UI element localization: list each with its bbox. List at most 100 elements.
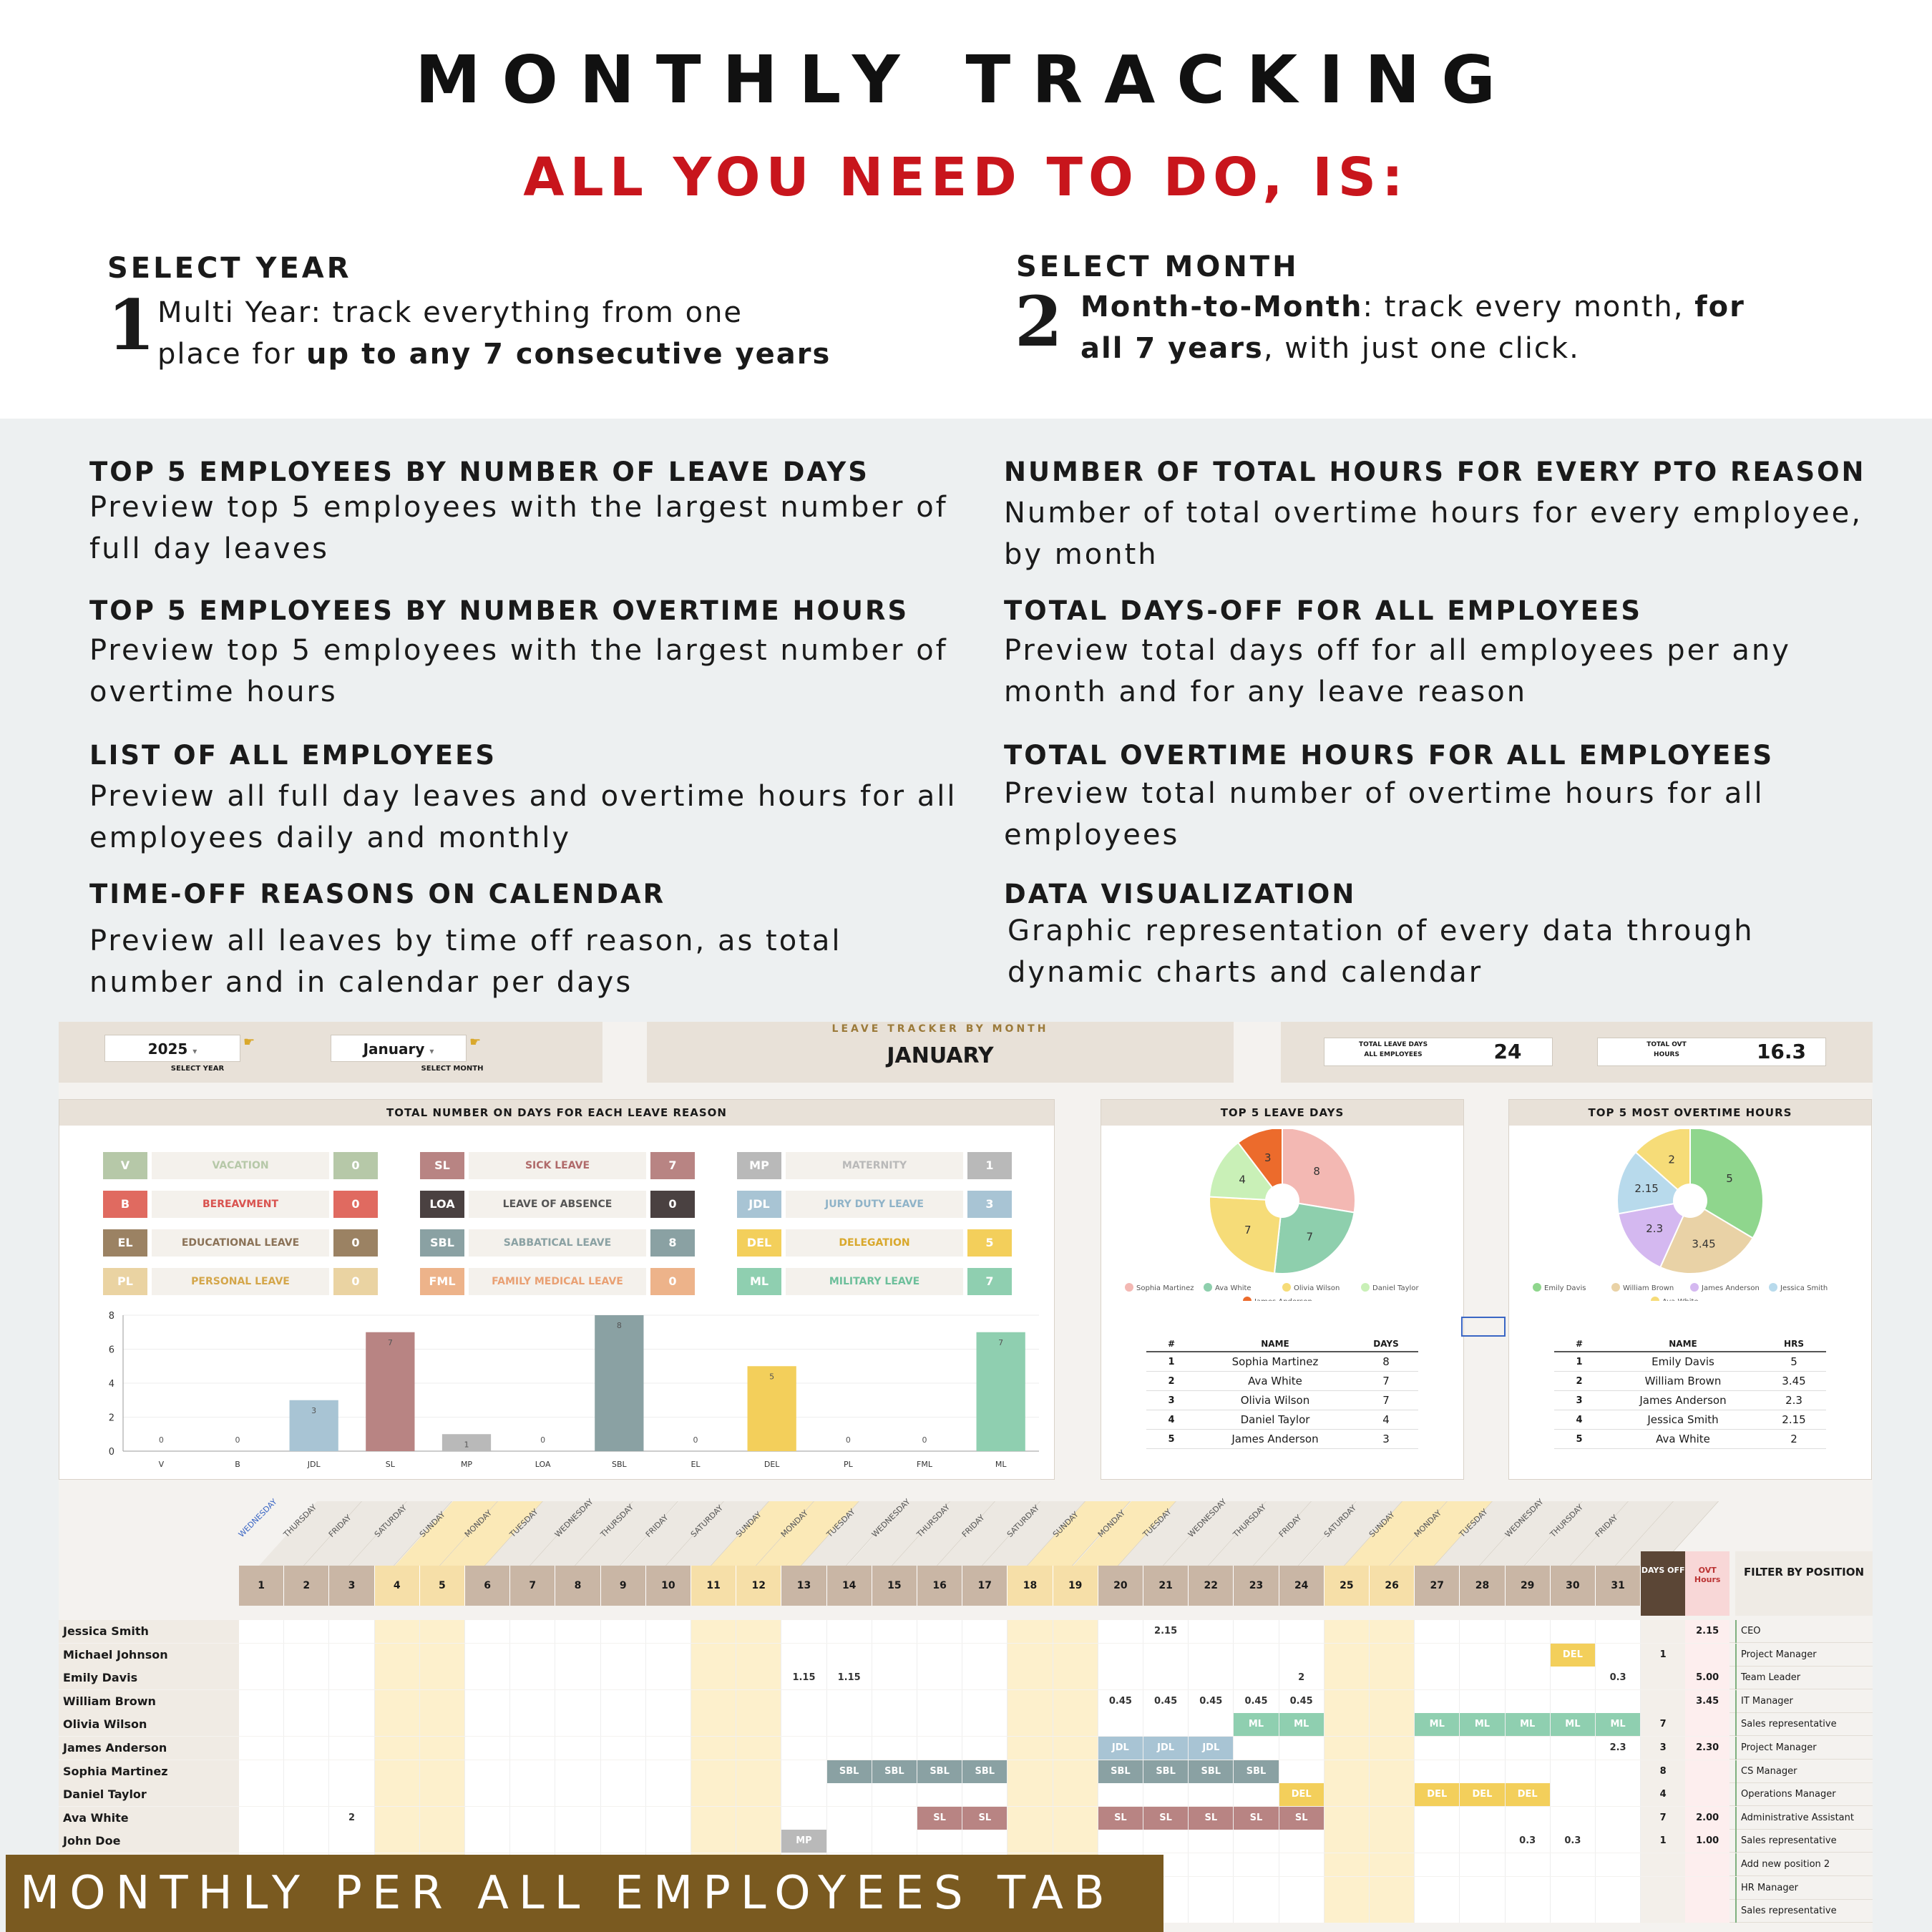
day-cell[interactable] — [510, 1783, 556, 1807]
day-cell[interactable]: ML — [1279, 1713, 1324, 1737]
day-cell[interactable] — [872, 1806, 917, 1830]
day-cell[interactable] — [1550, 1737, 1596, 1760]
day-cell[interactable] — [1324, 1713, 1370, 1737]
day-cell[interactable] — [1460, 1900, 1506, 1923]
day-cell[interactable] — [1098, 1643, 1143, 1667]
day-cell[interactable] — [1596, 1900, 1641, 1923]
day-cell[interactable] — [1098, 1783, 1143, 1807]
day-cell[interactable] — [1324, 1876, 1370, 1900]
day-cell[interactable]: JDL — [1098, 1737, 1143, 1760]
day-cell[interactable] — [1596, 1876, 1641, 1900]
day-cell[interactable] — [872, 1830, 917, 1853]
day-cell[interactable] — [1415, 1806, 1460, 1830]
day-cell[interactable] — [736, 1760, 782, 1783]
day-cell[interactable] — [329, 1620, 375, 1643]
day-cell[interactable] — [1596, 1689, 1641, 1713]
day-cell[interactable] — [555, 1783, 601, 1807]
day-cell[interactable] — [1098, 1830, 1143, 1853]
day-cell[interactable] — [826, 1830, 872, 1853]
day-cell[interactable] — [872, 1783, 917, 1807]
day-cell[interactable] — [600, 1737, 646, 1760]
day-cell[interactable] — [1505, 1689, 1551, 1713]
day-cell[interactable] — [1234, 1737, 1279, 1760]
day-cell[interactable] — [1143, 1713, 1189, 1737]
day-cell[interactable] — [465, 1760, 511, 1783]
day-cell[interactable] — [284, 1689, 330, 1713]
day-cell[interactable] — [1008, 1689, 1053, 1713]
day-cell[interactable] — [1234, 1830, 1279, 1853]
day-cell[interactable]: SBL — [826, 1760, 872, 1783]
day-cell[interactable] — [419, 1667, 465, 1690]
day-cell[interactable]: 0.3 — [1550, 1830, 1596, 1853]
day-cell[interactable] — [284, 1737, 330, 1760]
day-cell[interactable] — [600, 1830, 646, 1853]
day-cell[interactable]: 2 — [1279, 1667, 1324, 1690]
day-cell[interactable] — [1596, 1643, 1641, 1667]
day-cell[interactable] — [691, 1667, 737, 1690]
day-cell[interactable]: 1.15 — [826, 1667, 872, 1690]
day-cell[interactable] — [1053, 1783, 1098, 1807]
day-cell[interactable]: SL — [1098, 1806, 1143, 1830]
day-cell[interactable] — [374, 1737, 420, 1760]
day-cell[interactable] — [1098, 1713, 1143, 1737]
day-cell[interactable] — [1460, 1830, 1506, 1853]
day-cell[interactable] — [1370, 1783, 1415, 1807]
day-cell[interactable] — [962, 1689, 1008, 1713]
day-cell[interactable] — [1143, 1830, 1189, 1853]
day-cell[interactable] — [1505, 1900, 1551, 1923]
day-cell[interactable] — [555, 1737, 601, 1760]
day-cell[interactable] — [826, 1620, 872, 1643]
day-cell[interactable]: 0.45 — [1189, 1689, 1234, 1713]
day-cell[interactable] — [917, 1620, 963, 1643]
day-cell[interactable]: SBL — [917, 1760, 963, 1783]
day-cell[interactable] — [374, 1713, 420, 1737]
day-cell[interactable]: ML — [1505, 1713, 1551, 1737]
day-cell[interactable] — [419, 1643, 465, 1667]
day-cell[interactable] — [1415, 1643, 1460, 1667]
day-cell[interactable] — [419, 1806, 465, 1830]
day-cell[interactable] — [239, 1783, 285, 1807]
day-cell[interactable] — [1460, 1853, 1506, 1876]
day-cell[interactable] — [1505, 1737, 1551, 1760]
day-cell[interactable] — [1550, 1689, 1596, 1713]
day-cell[interactable] — [419, 1760, 465, 1783]
day-cell[interactable] — [1370, 1737, 1415, 1760]
day-cell[interactable] — [962, 1713, 1008, 1737]
day-cell[interactable] — [781, 1737, 827, 1760]
day-cell[interactable] — [284, 1713, 330, 1737]
day-cell[interactable] — [284, 1667, 330, 1690]
day-cell[interactable] — [1324, 1760, 1370, 1783]
day-cell[interactable] — [600, 1643, 646, 1667]
day-cell[interactable] — [645, 1643, 691, 1667]
day-cell[interactable] — [374, 1620, 420, 1643]
day-cell[interactable]: 0.45 — [1279, 1689, 1324, 1713]
day-cell[interactable] — [645, 1806, 691, 1830]
day-cell[interactable] — [374, 1667, 420, 1690]
day-cell[interactable] — [691, 1806, 737, 1830]
day-cell[interactable] — [781, 1713, 827, 1737]
day-cell[interactable]: ML — [1550, 1713, 1596, 1737]
day-cell[interactable] — [465, 1806, 511, 1830]
day-cell[interactable]: DEL — [1460, 1783, 1506, 1807]
day-cell[interactable] — [1370, 1760, 1415, 1783]
day-cell[interactable] — [1505, 1667, 1551, 1690]
day-cell[interactable]: SL — [1189, 1806, 1234, 1830]
day-cell[interactable] — [962, 1830, 1008, 1853]
day-cell[interactable] — [1460, 1737, 1506, 1760]
day-cell[interactable] — [781, 1620, 827, 1643]
day-cell[interactable] — [962, 1783, 1008, 1807]
day-cell[interactable] — [374, 1830, 420, 1853]
day-cell[interactable] — [872, 1667, 917, 1690]
day-cell[interactable] — [691, 1713, 737, 1737]
day-cell[interactable] — [510, 1620, 556, 1643]
day-cell[interactable] — [510, 1667, 556, 1690]
day-cell[interactable]: DEL — [1550, 1643, 1596, 1667]
day-cell[interactable] — [1596, 1760, 1641, 1783]
day-cell[interactable] — [1234, 1667, 1279, 1690]
day-cell[interactable] — [826, 1806, 872, 1830]
day-cell[interactable] — [691, 1830, 737, 1853]
day-cell[interactable] — [1550, 1620, 1596, 1643]
day-cell[interactable] — [1415, 1620, 1460, 1643]
day-cell[interactable] — [1234, 1620, 1279, 1643]
day-cell[interactable] — [1053, 1620, 1098, 1643]
